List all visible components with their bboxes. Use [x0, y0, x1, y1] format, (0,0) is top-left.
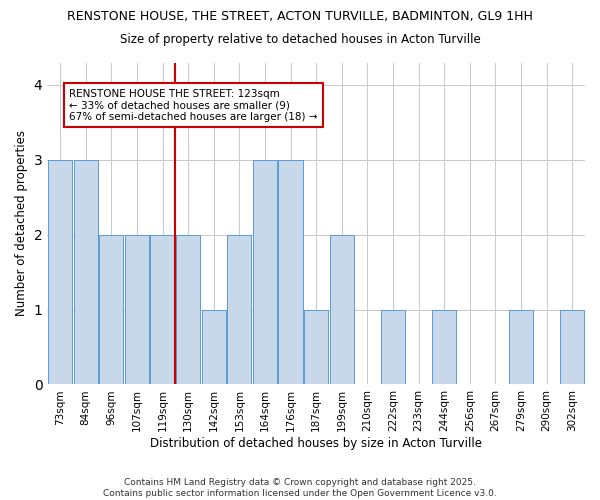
Bar [278, 160, 303, 384]
Bar [304, 310, 328, 384]
Bar [329, 234, 354, 384]
Bar [202, 310, 226, 384]
Bar [560, 310, 584, 384]
Bar [151, 234, 175, 384]
Bar [509, 310, 533, 384]
X-axis label: Distribution of detached houses by size in Acton Turville: Distribution of detached houses by size … [150, 437, 482, 450]
Text: Size of property relative to detached houses in Acton Turville: Size of property relative to detached ho… [119, 32, 481, 46]
Bar [99, 234, 124, 384]
Bar [227, 234, 251, 384]
Text: Contains HM Land Registry data © Crown copyright and database right 2025.
Contai: Contains HM Land Registry data © Crown c… [103, 478, 497, 498]
Text: RENSTONE HOUSE, THE STREET, ACTON TURVILLE, BADMINTON, GL9 1HH: RENSTONE HOUSE, THE STREET, ACTON TURVIL… [67, 10, 533, 23]
Bar [74, 160, 98, 384]
Y-axis label: Number of detached properties: Number of detached properties [15, 130, 28, 316]
Bar [381, 310, 405, 384]
Bar [253, 160, 277, 384]
Text: RENSTONE HOUSE THE STREET: 123sqm
← 33% of detached houses are smaller (9)
67% o: RENSTONE HOUSE THE STREET: 123sqm ← 33% … [69, 88, 317, 122]
Bar [176, 234, 200, 384]
Bar [48, 160, 72, 384]
Bar [432, 310, 457, 384]
Bar [125, 234, 149, 384]
